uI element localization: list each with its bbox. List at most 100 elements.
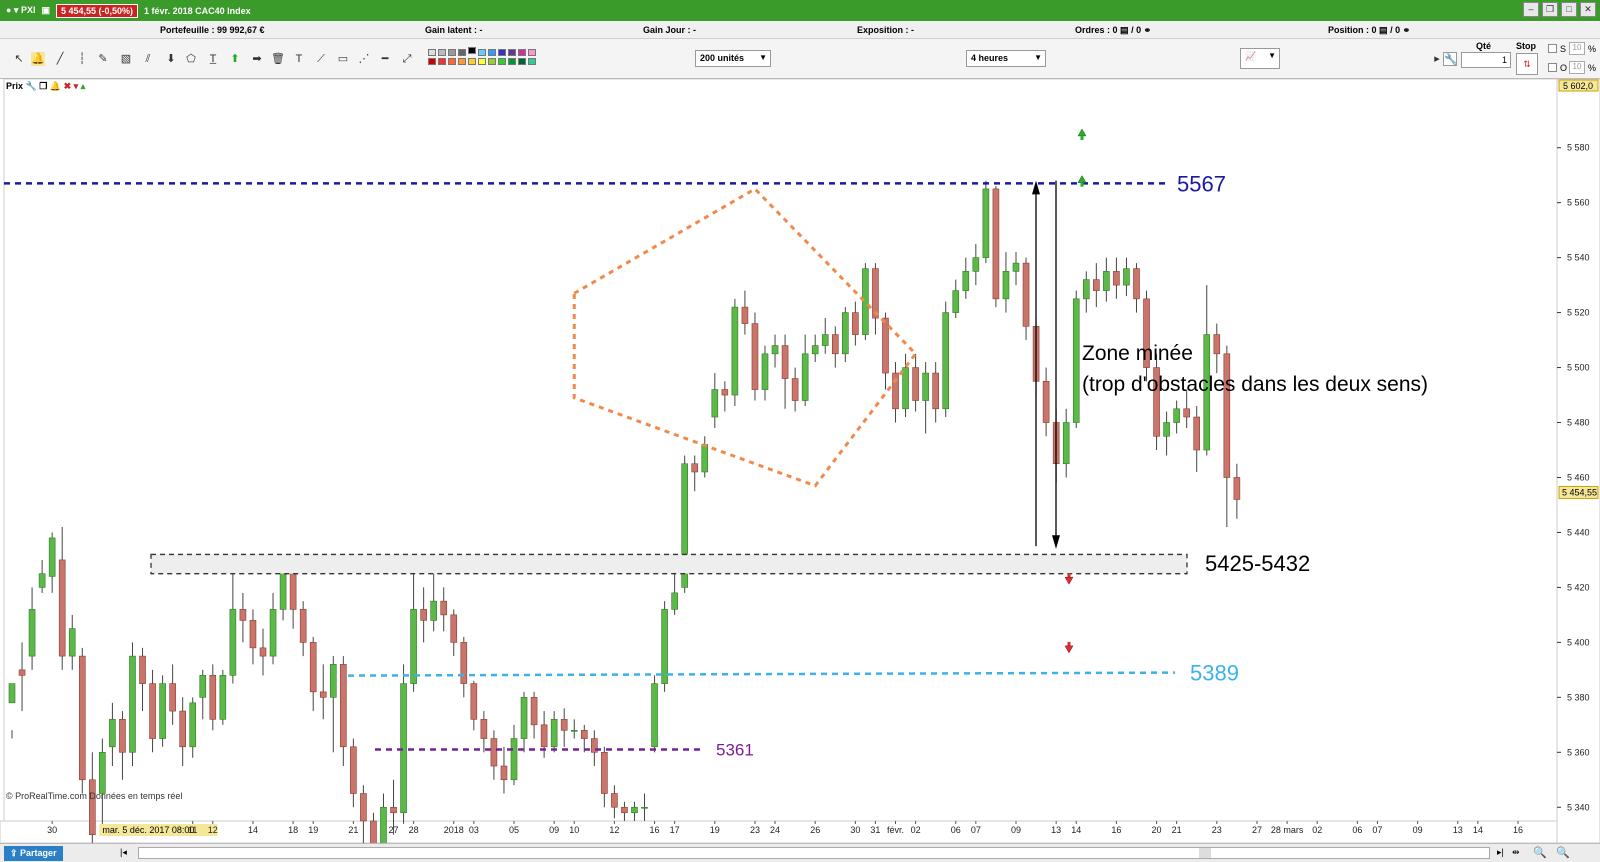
line-tool-icon[interactable]: ⟋ xyxy=(317,53,325,65)
x-tick-label: 09 xyxy=(1011,825,1021,835)
o-value-input[interactable]: 10 xyxy=(1569,61,1585,74)
trendline-icon[interactable]: ╱ xyxy=(56,53,64,65)
candle-body xyxy=(129,655,136,753)
scrollbar-thumb[interactable] xyxy=(1199,848,1211,858)
color-palette[interactable] xyxy=(428,47,548,67)
down-small-icon[interactable]: ▾ xyxy=(73,81,79,91)
vertical-line-icon[interactable]: ┆ xyxy=(78,53,86,65)
bottom-bar: ⇪ Partager |◂ ▸| ⇹ 🔍 🔍 xyxy=(0,843,1600,862)
x-tick-label: 17 xyxy=(670,825,680,835)
fit-icon[interactable]: ⇹ xyxy=(1512,847,1520,857)
y-axis-panel xyxy=(1556,79,1600,843)
candle-body xyxy=(681,463,688,588)
sell-arrow-icon[interactable]: ⬇ xyxy=(166,53,176,65)
text-box-icon[interactable]: T̲ xyxy=(209,53,217,65)
candle-body xyxy=(1153,367,1160,437)
horizontal-scrollbar[interactable] xyxy=(138,847,1490,859)
y-tick-label: 5 500 xyxy=(1567,363,1590,373)
up-small-icon[interactable]: ▴ xyxy=(80,81,86,91)
x-tick-label: 09 xyxy=(549,825,559,835)
tools-icon[interactable]: ✎ xyxy=(98,53,108,65)
candle-body xyxy=(631,806,638,814)
s-checkbox[interactable] xyxy=(1548,44,1557,53)
candle-body xyxy=(18,669,26,676)
stop-order-icon[interactable]: ⇅ xyxy=(1516,53,1538,75)
link-icon[interactable]: ⚭ xyxy=(1143,25,1152,35)
zoom-out-icon[interactable]: 🔍 xyxy=(1533,847,1547,859)
wrench-small-icon[interactable]: 🔧 xyxy=(25,81,37,91)
close-icon[interactable]: ✕ xyxy=(1580,2,1596,17)
qte-label: Qté xyxy=(1476,41,1492,51)
channel-icon[interactable]: ▧ xyxy=(120,53,132,65)
toggle-icon[interactable]: ▣ xyxy=(41,5,50,15)
price-chart[interactable]: 5 340 5 360 5 380 5 400 5 420 5 440 5 460 5 480… xyxy=(0,79,1600,843)
minimize-icon[interactable]: – xyxy=(1523,2,1539,17)
bell-small-icon[interactable]: 🔔 xyxy=(49,81,62,91)
x-cursor-box xyxy=(99,824,218,836)
y-tick-label: 5 580 xyxy=(1567,143,1590,153)
cursor-icon[interactable]: ↖ xyxy=(14,53,24,65)
maximize-icon[interactable]: □ xyxy=(1561,2,1577,17)
candle-body xyxy=(139,655,146,684)
polygon-icon[interactable]: ⬠ xyxy=(186,53,196,65)
right-arrow-icon[interactable]: ➡ xyxy=(252,53,262,65)
x-tick-label: 12 xyxy=(208,825,218,835)
close-small-icon[interactable]: ✖ xyxy=(63,81,72,91)
candle-body xyxy=(1193,416,1201,451)
alert-bell-icon[interactable]: 🔔 xyxy=(31,52,45,66)
scroll-left-icon[interactable]: |◂ xyxy=(120,847,127,857)
rectangle-icon[interactable]: ▭ xyxy=(337,53,349,65)
candle-body xyxy=(239,609,247,621)
s-percent: % xyxy=(1588,44,1597,54)
measure-icon[interactable]: ⤢ xyxy=(402,53,412,65)
link-icon-2[interactable]: ⚭ xyxy=(1402,25,1411,35)
candle-body xyxy=(1002,271,1010,300)
trash-icon[interactable]: 🗑 xyxy=(271,53,285,65)
arrowhead-down xyxy=(1052,535,1060,549)
wrench-icon[interactable]: 🔧 xyxy=(1443,52,1458,66)
candle-body xyxy=(751,323,759,390)
restore-icon[interactable]: ❐ xyxy=(1542,2,1558,17)
share-button[interactable]: ⇪ Partager xyxy=(4,846,63,861)
text-icon[interactable]: T xyxy=(295,53,303,65)
buy-arrow-icon[interactable]: ⬆ xyxy=(230,53,240,65)
chart-style-button[interactable]: 📈 ▼ xyxy=(1240,48,1280,69)
sell-signal-arrow xyxy=(1064,576,1074,585)
support-zone xyxy=(150,553,1188,575)
candle-body xyxy=(701,444,709,473)
instrument-title: 1 févr. 2018 CAC40 Index xyxy=(144,5,251,16)
horizontal-line-icon[interactable]: ━ xyxy=(381,53,389,65)
scroll-right-icon[interactable]: ▸| xyxy=(1497,847,1504,857)
quantity-input[interactable]: 1 xyxy=(1461,52,1511,68)
o-checkbox[interactable] xyxy=(1548,63,1557,72)
candle-body xyxy=(570,730,578,732)
candle-body xyxy=(490,738,498,767)
x-tick-label: 03 xyxy=(469,825,479,835)
fibonacci-icon[interactable]: ⫽ xyxy=(145,53,151,65)
o-label: O xyxy=(1560,63,1568,73)
title-bar: ● ▾ PXI ▣ 5 454,55 (-0,50%) 1 févr. 2018… xyxy=(0,0,1600,21)
y-tick-label: 5 360 xyxy=(1567,747,1590,757)
fan-icon[interactable]: ⋰ xyxy=(358,53,370,65)
candle-body xyxy=(661,609,668,684)
sell-signal-stem xyxy=(1067,573,1071,578)
orders-icon[interactable]: ▤ xyxy=(1120,25,1129,35)
units-select[interactable]: 200 unités ▼ xyxy=(695,50,771,67)
position-icon[interactable]: ▤ xyxy=(1379,25,1388,35)
zoom-in-icon[interactable]: 🔍 xyxy=(1556,847,1570,859)
candle-body xyxy=(68,628,76,657)
candle-body xyxy=(791,378,799,401)
timeframe-select[interactable]: 4 heures ▼ xyxy=(966,50,1046,67)
copy-icon[interactable]: ❐ xyxy=(39,81,48,91)
annotation-line-2: (trop d'obstacles dans les deux sens) xyxy=(1082,373,1428,396)
y-tick-label: 5 440 xyxy=(1567,527,1590,537)
candle-body xyxy=(580,730,588,739)
chart-area[interactable]: 5 340 5 360 5 380 5 400 5 420 5 440 5 460 5 480… xyxy=(0,79,1600,843)
arrowhead-up xyxy=(1032,180,1040,195)
x-tick-label: 23 xyxy=(750,825,760,835)
candle-body xyxy=(902,367,909,410)
expand-arrow-icon[interactable]: ▸ xyxy=(1434,53,1440,65)
candle-body xyxy=(520,697,528,739)
s-value-input[interactable]: 10 xyxy=(1569,42,1585,55)
app-menu[interactable]: ● ▾ PXI xyxy=(6,5,36,15)
